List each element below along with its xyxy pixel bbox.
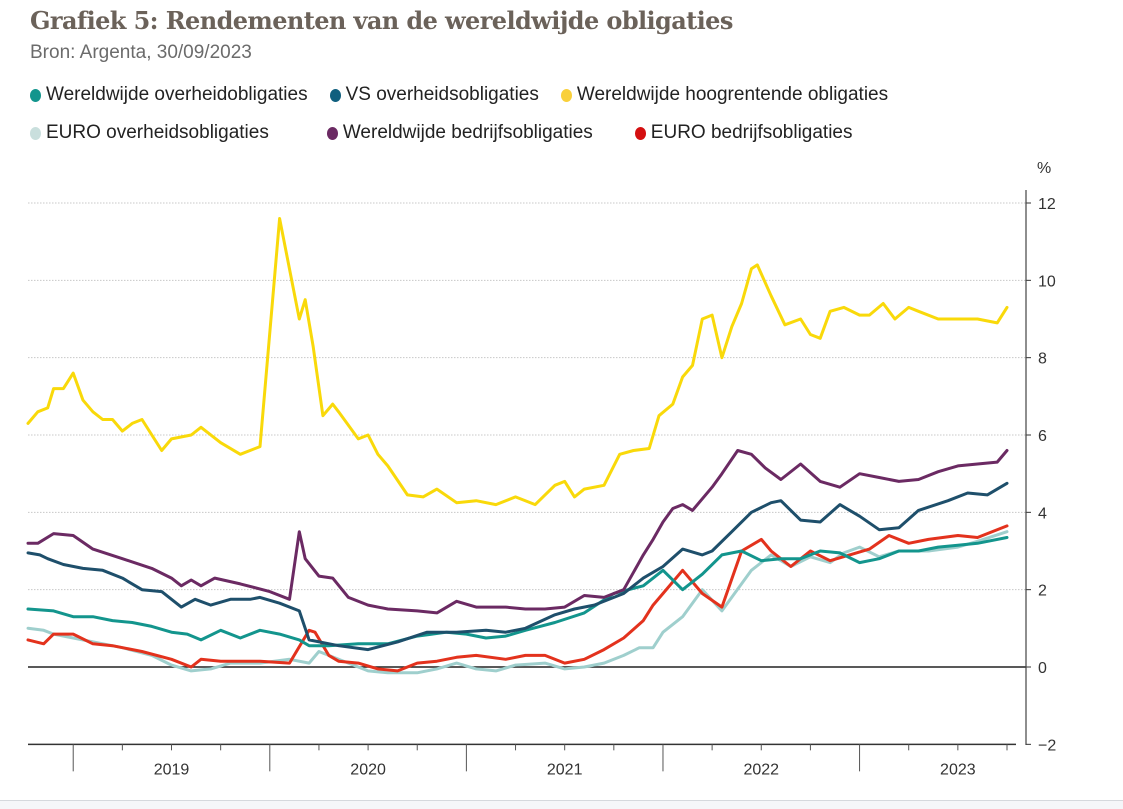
y-tick-label: −2: [1038, 737, 1056, 754]
x-tick-label: 2022: [743, 761, 779, 778]
legend-item: EURO bedrijfsobligaties: [634, 122, 853, 144]
y-tick-label: 10: [1038, 273, 1056, 290]
legend-label: Wereldwijde hoogrentende obligaties: [576, 84, 889, 105]
legend-label: VS overheidsobligaties: [345, 84, 539, 105]
legend-label: Wereldwijde overheidobligaties: [46, 84, 308, 105]
x-tick-label: 2021: [547, 761, 583, 778]
legend-item: Wereldwijde hoogrentende obligaties: [560, 84, 889, 106]
legend-dot-icon: [329, 88, 341, 102]
legend-row-1: Wereldwijde overheidobligaties VS overhe…: [30, 76, 1120, 114]
y-tick-label: 8: [1038, 351, 1047, 368]
legend-label: EURO bedrijfsobligaties: [650, 122, 853, 143]
legend-item: VS overheidsobligaties: [329, 84, 539, 106]
legend-dot-icon: [326, 126, 338, 140]
legend-dot-icon: [30, 126, 41, 140]
y-tick-label: 4: [1038, 505, 1047, 522]
series-line-vs-overheidsobligaties: [26, 481, 1009, 652]
series-line-wereldwijde-overheidobligaties: [26, 536, 1009, 648]
legend-dot-icon: [30, 88, 41, 102]
axes: 12 10 8 6 4 2 0 −2 2019 2020 2021 2022 2023: [28, 190, 1056, 778]
x-tick-label: 2023: [940, 761, 976, 778]
series-line-wereldwijde-hoogrentende-obligaties: [26, 217, 1009, 507]
chart-source: Bron: Argenta, 30/09/2023: [30, 42, 252, 63]
y-tick-label: 12: [1038, 196, 1056, 213]
y-tick-label: 0: [1038, 660, 1047, 677]
y-axis-unit-label: %: [1037, 160, 1051, 177]
y-tick-label: 2: [1038, 583, 1047, 600]
gridlines: [28, 202, 1026, 591]
series-line-wereldwijde-bedrijfsobligaties: [26, 449, 1009, 615]
y-tick-label: 6: [1038, 428, 1047, 445]
chart-title: Grafiek 5: Rendementen van de wereldwijd…: [30, 6, 733, 35]
series-line-euro-overheidsobligaties: [26, 530, 1009, 675]
legend-dot-icon: [634, 126, 646, 140]
legend-item: Wereldwijde bedrijfsobligaties: [326, 122, 593, 144]
legend-dot-icon: [560, 88, 572, 102]
series-lines: [26, 217, 1009, 675]
legend-label: Wereldwijde bedrijfsobligaties: [342, 122, 593, 143]
legend-row-2: EURO overheidsobligaties Wereldwijde bed…: [30, 114, 1120, 152]
legend: Wereldwijde overheidobligaties VS overhe…: [30, 76, 1120, 152]
legend-item: EURO overheidsobligaties: [30, 122, 269, 144]
legend-item: Wereldwijde overheidobligaties: [30, 84, 308, 106]
legend-label: EURO overheidsobligaties: [46, 122, 269, 143]
x-tick-label: 2019: [154, 761, 190, 778]
series-line-euro-bedrijfsobligaties: [26, 524, 1009, 673]
footer-band: [0, 800, 1123, 809]
x-tick-label: 2020: [350, 761, 386, 778]
